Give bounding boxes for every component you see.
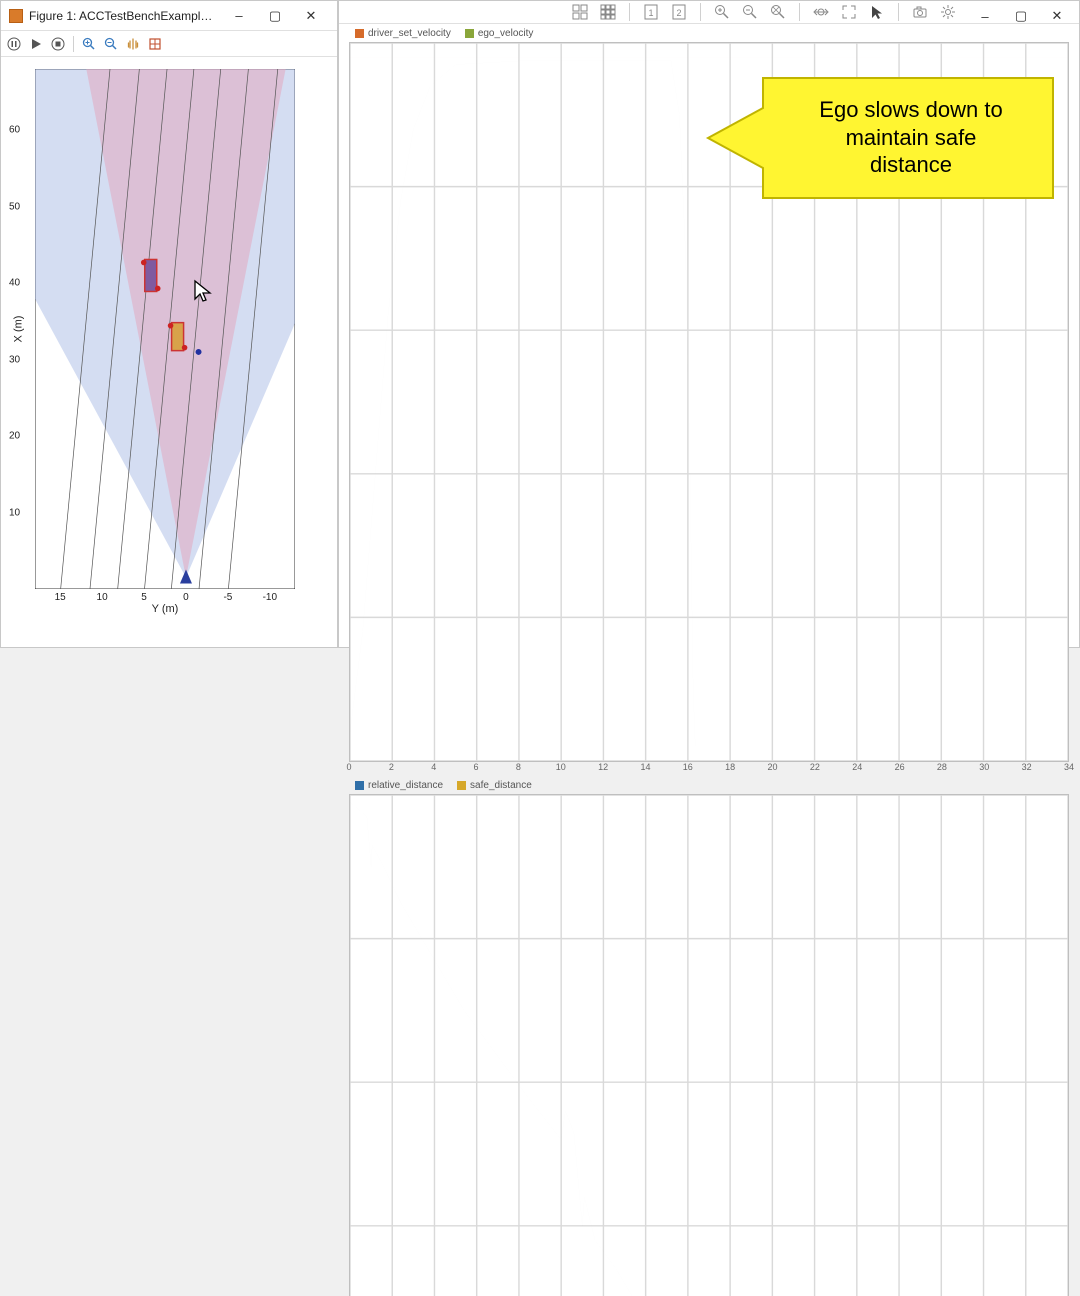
- figure-axes-container: X (m) Y (m) 102030405060 151050-5-10: [1, 57, 337, 647]
- pointer-icon[interactable]: [866, 1, 888, 23]
- zoom-xy-icon[interactable]: [767, 1, 789, 23]
- snapshot-icon[interactable]: [909, 1, 931, 23]
- svg-text:2: 2: [676, 8, 681, 18]
- toolbar-separator: [629, 3, 630, 21]
- scope-maximize-button[interactable]: ▢: [1003, 3, 1039, 29]
- plot-bottom-legend: relative_distance safe_distance: [349, 776, 1069, 794]
- velocity-plot[interactable]: Ego slows down to maintain safe distance: [349, 42, 1069, 762]
- zoom-x-icon[interactable]: [810, 1, 832, 23]
- svg-text:1: 1: [648, 8, 653, 18]
- zoom-in-scope-icon[interactable]: [711, 1, 733, 23]
- matlab-figure-icon: [9, 9, 23, 23]
- page-2-icon[interactable]: 2: [668, 1, 690, 23]
- plot-top-x-axis: 0246810121416182022242628303234: [349, 762, 1069, 776]
- zoom-out-icon[interactable]: [102, 35, 120, 53]
- legend-label: safe_distance: [470, 780, 532, 791]
- pause-icon[interactable]: [5, 35, 23, 53]
- legend-label: ego_velocity: [478, 28, 534, 39]
- toolbar-separator: [73, 36, 74, 52]
- settings-gear-icon[interactable]: [937, 1, 959, 23]
- figure-window: Figure 1: ACCTestBenchExample/Bir... – ▢…: [0, 0, 338, 648]
- birds-eye-plot[interactable]: X (m) Y (m) 102030405060 151050-5-10: [35, 69, 295, 589]
- zoom-in-icon[interactable]: [80, 35, 98, 53]
- stop-icon[interactable]: [49, 35, 67, 53]
- figure-toolbar: [1, 31, 337, 57]
- y-axis-label: X (m): [12, 316, 24, 343]
- layout-grid-icon[interactable]: [569, 1, 591, 23]
- toolbar-separator: [898, 3, 899, 21]
- scope-minimize-button[interactable]: –: [967, 3, 1003, 29]
- scope-window-controls: – ▢ ✕: [967, 3, 1075, 29]
- play-icon[interactable]: [27, 35, 45, 53]
- maximize-button[interactable]: ▢: [257, 3, 293, 29]
- minimize-button[interactable]: –: [221, 3, 257, 29]
- fit-view-icon[interactable]: [838, 1, 860, 23]
- figure-titlebar[interactable]: Figure 1: ACCTestBenchExample/Bir... – ▢…: [1, 1, 337, 31]
- scope-window: – ▢ ✕ 1 2 driver_set_velocity ego_veloci…: [338, 0, 1080, 648]
- toolbar-separator: [700, 3, 701, 21]
- zoom-out-scope-icon[interactable]: [739, 1, 761, 23]
- legend-label: relative_distance: [368, 780, 443, 791]
- pan-icon[interactable]: [124, 35, 142, 53]
- scope-close-button[interactable]: ✕: [1039, 3, 1075, 29]
- plot-top-legend: driver_set_velocity ego_velocity: [349, 24, 1069, 42]
- page-1-icon[interactable]: 1: [640, 1, 662, 23]
- legend-label: driver_set_velocity: [368, 28, 451, 39]
- distance-plot[interactable]: [349, 794, 1069, 1296]
- x-axis-label: Y (m): [152, 603, 179, 615]
- figure-title: Figure 1: ACCTestBenchExample/Bir...: [29, 9, 215, 23]
- layout-grid-small-icon[interactable]: [597, 1, 619, 23]
- close-button[interactable]: ✕: [293, 3, 329, 29]
- toolbar-separator: [799, 3, 800, 21]
- select-region-icon[interactable]: [146, 35, 164, 53]
